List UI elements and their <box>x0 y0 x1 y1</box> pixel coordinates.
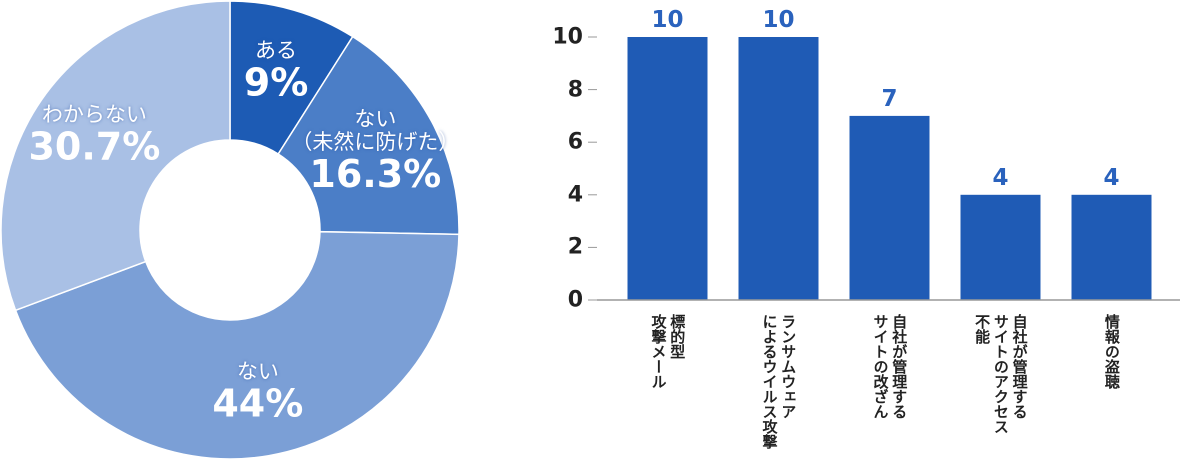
value-label: 7 <box>881 85 898 112</box>
bar <box>960 194 1041 300</box>
value-label: 10 <box>651 7 684 33</box>
slice-value: 30.7% <box>28 124 161 169</box>
bar <box>849 115 930 301</box>
slice-label: わからない 30.7% <box>28 102 161 169</box>
y-tick-label: 4 <box>567 182 583 208</box>
x-tick-label: 自社が管理する サイトのアクセス 不能 <box>973 314 1029 434</box>
x-tick-label: 自社が管理する サイトの改ざん <box>871 314 909 419</box>
value-label: 4 <box>992 164 1009 191</box>
y-tick-label: 10 <box>552 24 583 50</box>
bar <box>1071 194 1152 300</box>
slice-value: 16.3% <box>309 152 442 197</box>
slice-category: ない <box>236 359 279 384</box>
y-tick-label: 0 <box>567 287 583 313</box>
slice-category: ない （未然に防げた） <box>291 106 460 154</box>
slice-category: ある <box>255 38 298 63</box>
value-label: 4 <box>1103 164 1120 191</box>
x-tick-label: 標的型 攻撃メール <box>649 314 687 389</box>
y-tick-label: 2 <box>567 234 583 260</box>
bar <box>738 37 819 300</box>
slice-label: ない （未然に防げた） 16.3% <box>291 106 460 197</box>
donut-slice <box>0 0 231 312</box>
slice-value: 44% <box>212 381 304 426</box>
donut-slice <box>277 35 460 236</box>
slice-value: 9% <box>243 60 309 105</box>
y-tick-label: 8 <box>567 77 583 103</box>
value-label: 10 <box>762 7 795 33</box>
slice-label: ない 44% <box>212 360 303 425</box>
x-tick-label: ランサムウェア によるウイルス攻撃 <box>760 314 798 449</box>
slice-label: ある 9% <box>244 39 309 104</box>
x-tick-label: 情報の盗聴 <box>1102 314 1121 389</box>
donut-slice <box>14 230 460 460</box>
slice-category: わからない <box>41 102 147 127</box>
y-tick-label: 6 <box>567 129 583 155</box>
bar <box>627 37 708 300</box>
